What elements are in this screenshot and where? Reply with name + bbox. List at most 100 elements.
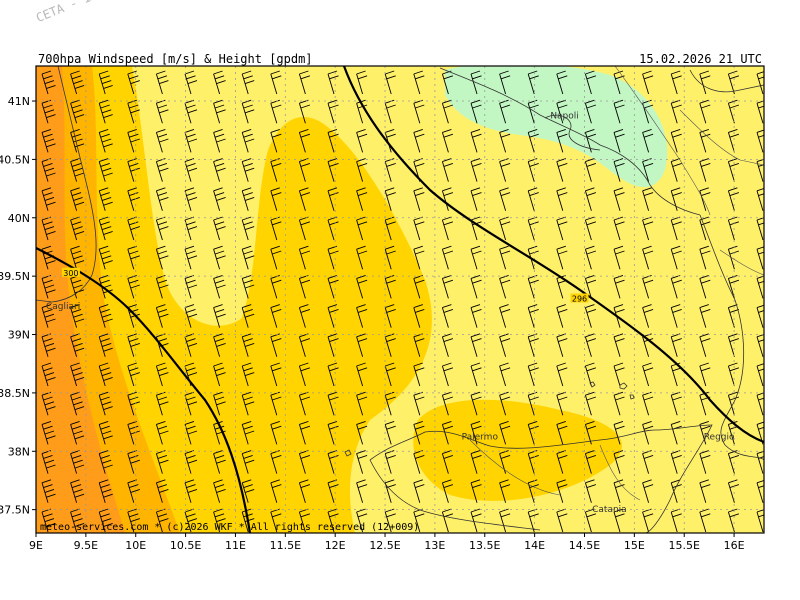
wind-barb (384, 420, 396, 445)
wind-barb (270, 274, 282, 299)
wind-barb (41, 450, 56, 474)
wind-barb (413, 128, 425, 153)
wind-barb (127, 508, 140, 533)
wind-barb (70, 158, 85, 182)
wind-barb (213, 158, 226, 182)
wind-barb (756, 392, 764, 416)
wind-barb (41, 420, 56, 445)
lat-label: 39.5N (0, 270, 30, 283)
wind-barb (241, 158, 255, 182)
wind-barb (470, 158, 482, 182)
wind-barb (155, 362, 169, 387)
wind-barb (42, 538, 56, 561)
wind-barb (727, 128, 740, 153)
wind-barb (470, 245, 482, 270)
lon-label: 12E (325, 539, 346, 552)
wind-barb (127, 274, 140, 299)
wind-barb (127, 128, 140, 153)
wind-barb (213, 362, 226, 387)
wind-barb (642, 128, 654, 153)
wind-barb (270, 508, 282, 533)
wind-barb (214, 538, 226, 561)
wind-barb (441, 304, 454, 328)
wind-barb (727, 70, 740, 95)
wind-barb (584, 304, 597, 328)
wind-barb (213, 216, 226, 241)
wind-barb (527, 420, 539, 445)
wind-barb (356, 128, 368, 153)
city-label: Cagliari (46, 302, 80, 312)
wind-barb (70, 420, 85, 445)
wind-barb (527, 362, 539, 387)
wind-barb (470, 99, 482, 124)
wind-barb (527, 70, 539, 95)
map-plot-area: 300 296 Napoli Cagliari Palermo Reggio Catani… (36, 66, 764, 561)
wind-barb (670, 245, 682, 270)
wind-barb (441, 274, 454, 299)
borders (469, 66, 764, 501)
valid-time: 15.02.2026 21 UTC (639, 52, 762, 66)
wind-barb (499, 216, 511, 241)
wind-barb (699, 216, 711, 241)
wind-barb (327, 508, 339, 533)
wind-barb (499, 508, 511, 533)
lat-label: 40.5N (0, 153, 30, 166)
wind-barb (470, 304, 482, 328)
wind-barb (270, 158, 282, 182)
contour-label-bg (570, 293, 589, 303)
wind-barb (727, 391, 740, 416)
wind-barb (441, 420, 454, 445)
wind-barb (41, 187, 56, 211)
coast-calabria (699, 214, 764, 461)
wind-barb (470, 128, 482, 153)
wind-barb (613, 420, 625, 445)
wind-barb (241, 333, 255, 357)
wind-barb (327, 333, 339, 357)
wind-barb (127, 420, 140, 445)
wind-barb (98, 99, 113, 124)
wind-barb (327, 128, 339, 153)
wind-barb (70, 128, 85, 153)
wind-barb (584, 187, 597, 211)
wind-barb (99, 538, 113, 561)
wind-barb (527, 304, 539, 328)
wind-barb (270, 391, 282, 416)
latitude-labels: 41N 40.5N 40N 39.5N 39N 38.5N 38N 37.5N (0, 95, 36, 517)
coast-sardinia (36, 66, 97, 303)
wind-barb (441, 70, 454, 95)
wind-barb (470, 391, 482, 416)
wind-barb (642, 158, 654, 182)
wind-barb (127, 99, 140, 124)
wind-barb (184, 420, 198, 445)
wind-barb (413, 245, 425, 270)
wind-barb (699, 333, 711, 357)
wind-barb (270, 187, 282, 211)
wind-barb (642, 245, 654, 270)
wind-barb (270, 245, 282, 270)
lon-label: 10.5E (170, 539, 201, 552)
wind-barb (327, 99, 339, 124)
wind-barb (213, 187, 226, 211)
wind-barb (98, 70, 113, 95)
wind-barb (356, 304, 368, 328)
wind-barb (127, 216, 140, 241)
wind-barb (756, 246, 764, 270)
wind-barb (41, 274, 56, 299)
border-sicily-1 (469, 439, 561, 496)
wind-barb (642, 391, 654, 416)
wind-barb (499, 187, 511, 211)
wind-band-mid-palermo (413, 399, 622, 501)
wind-barb (556, 304, 568, 328)
wind-barb (556, 479, 568, 503)
wind-barb (98, 128, 113, 153)
coast-naples-bay (544, 114, 601, 151)
wind-barb (557, 538, 568, 561)
longitude-labels: 9E 9.5E 10E 10.5E 11E 11.5E 12E 12.5E 13E 13.5E 14… (29, 533, 745, 552)
wind-barb (584, 99, 597, 124)
lon-label: 11.5E (270, 539, 301, 552)
calm-area-naples (445, 66, 668, 188)
wind-barb (127, 362, 140, 387)
lat-label: 40N (8, 212, 30, 225)
wind-barb (127, 391, 140, 416)
wind-barb (584, 70, 597, 95)
